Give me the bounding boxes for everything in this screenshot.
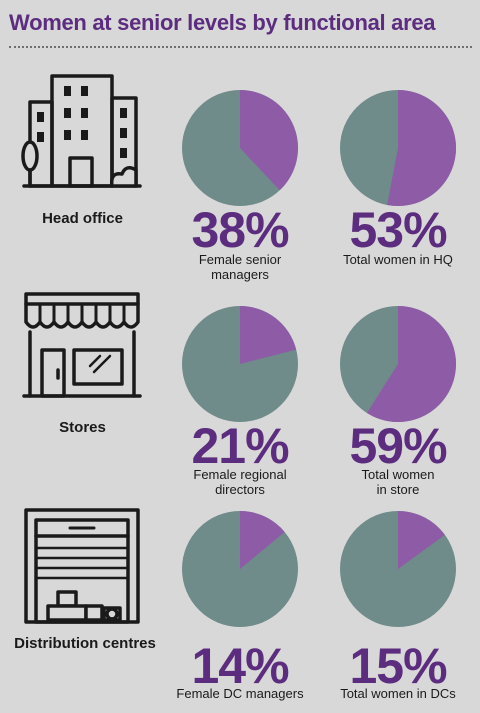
pie-chart bbox=[182, 306, 298, 422]
pie-slice-women bbox=[240, 90, 298, 191]
caption: Total women in DCs bbox=[340, 686, 456, 701]
office-building-icon bbox=[20, 72, 144, 190]
caption: Total women in store bbox=[361, 467, 435, 497]
percentage-label: 21% bbox=[191, 418, 289, 474]
caption: Female senior managers bbox=[198, 252, 282, 282]
pie-chart bbox=[182, 511, 298, 627]
pie-slice-women bbox=[240, 306, 297, 364]
chart-title: Women at senior levels by functional are… bbox=[9, 10, 436, 35]
storefront-icon bbox=[20, 292, 144, 410]
row-label: Stores bbox=[59, 419, 106, 436]
row-label: Distribution centres bbox=[14, 635, 156, 652]
pie-slice-women bbox=[240, 511, 285, 569]
caption: Female DC managers bbox=[176, 686, 304, 701]
caption: Total women in HQ bbox=[343, 252, 453, 267]
pie-slice-women bbox=[398, 511, 445, 569]
pie-slice-women bbox=[387, 90, 457, 206]
pie-slice-women bbox=[366, 306, 456, 422]
percentage-label: 38% bbox=[191, 202, 289, 258]
percentage-label: 15% bbox=[349, 638, 447, 694]
pie-chart bbox=[340, 306, 456, 422]
percentage-label: 14% bbox=[191, 638, 289, 694]
row-label: Head office bbox=[42, 210, 123, 227]
percentage-label: 53% bbox=[349, 202, 447, 258]
title-divider bbox=[9, 46, 472, 48]
percentage-label: 59% bbox=[349, 418, 447, 474]
pie-chart bbox=[340, 511, 456, 627]
warehouse-icon bbox=[20, 508, 144, 626]
pie-chart bbox=[340, 90, 457, 206]
caption: Female regional directors bbox=[193, 467, 287, 497]
pie-chart bbox=[182, 90, 298, 206]
